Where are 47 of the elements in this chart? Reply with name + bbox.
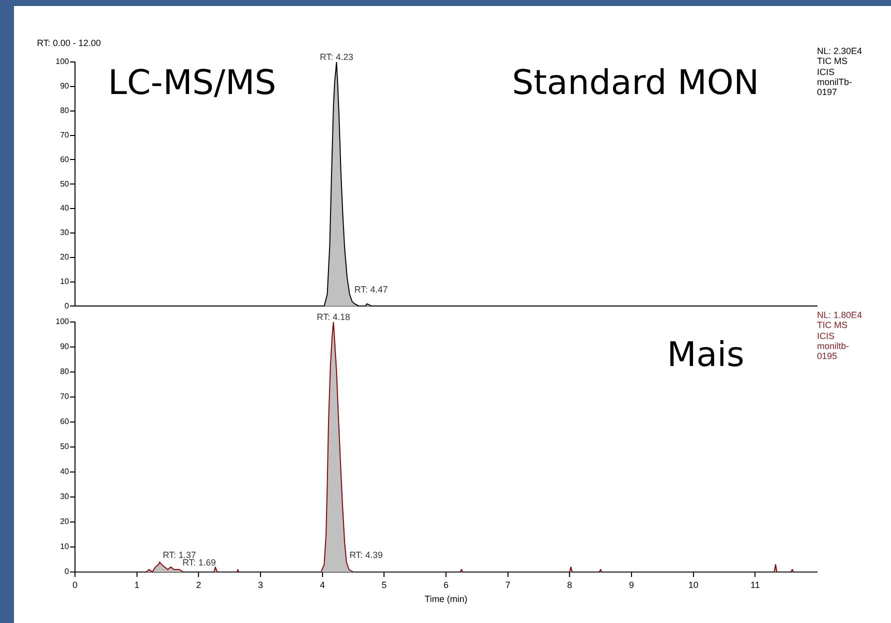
annotation: LC-MS/MS — [108, 63, 278, 104]
y-tick-label: 0 — [64, 301, 70, 310]
text: NL: 1.80E4 TIC MS ICIS moniltb-0195 — [817, 310, 863, 362]
x-tick-label: 3 — [258, 580, 264, 590]
y-tick-label: 100 — [56, 57, 70, 66]
y-tick-label: 40 — [60, 204, 70, 213]
y-tick-label: 10 — [60, 542, 70, 552]
x-tick-label: 5 — [382, 580, 387, 590]
annotation: RT: 4.47 — [354, 284, 388, 294]
y-tick-label: 70 — [60, 130, 70, 140]
y-tick-label: 80 — [60, 367, 70, 376]
y-tick-label: 30 — [60, 492, 70, 502]
y-tick-label: 80 — [60, 106, 70, 116]
x-tick-label: 7 — [505, 580, 510, 590]
text: RT: 0.00 - 12.00 — [37, 38, 102, 48]
x-tick-label: 9 — [628, 580, 634, 590]
y-tick-label: 30 — [60, 228, 70, 238]
x-tick-label: 11 — [750, 580, 760, 590]
y-tick-label: 0 — [64, 567, 70, 576]
y-tick-label: 70 — [60, 392, 70, 402]
annotation: Mais — [667, 335, 744, 375]
y-tick-label: 50 — [60, 442, 70, 452]
x-tick-label: 1 — [134, 580, 140, 590]
y-tick-label: 20 — [60, 517, 70, 526]
y-tick-label: 10 — [60, 276, 70, 286]
y-tick-label: 40 — [60, 467, 70, 476]
y-tick-label: 50 — [60, 179, 70, 188]
annotation: RT: 4.18 — [316, 312, 350, 322]
y-tick-label: 90 — [60, 342, 70, 352]
y-tick-label: 90 — [60, 82, 70, 91]
x-tick-label: 4 — [320, 580, 325, 590]
x-tick-label: 8 — [567, 580, 572, 590]
x-tick-label: 0 — [72, 580, 78, 590]
annotation: RT: 4.23 — [320, 52, 354, 62]
y-tick-label: 60 — [60, 154, 70, 164]
annotation: RT: 1.37 — [162, 550, 196, 560]
x-tick-label: 2 — [196, 580, 202, 590]
text: NL: 2.30E4 TIC MS ICIS monilTb-0197 — [817, 46, 863, 98]
annotation: RT: 1.69 — [182, 558, 216, 568]
annotation: RT: 4.39 — [349, 550, 383, 560]
annotation: Standard MON — [512, 63, 760, 104]
x-axis-title: Time (min) — [424, 594, 468, 604]
x-tick-label: 10 — [688, 580, 698, 590]
y-tick-label: 100 — [56, 317, 70, 326]
y-tick-label: 60 — [60, 417, 70, 426]
y-tick-label: 20 — [60, 252, 70, 262]
x-tick-label: 6 — [443, 580, 449, 590]
